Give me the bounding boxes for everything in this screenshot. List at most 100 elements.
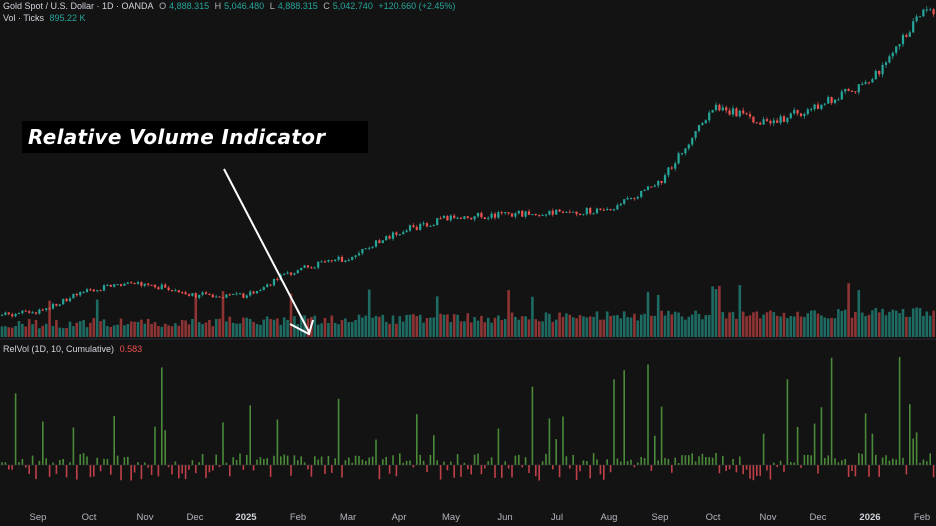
candle-body (238, 293, 242, 295)
candle-body (680, 153, 684, 155)
relvol-bar (759, 465, 761, 476)
candle-body (633, 197, 636, 199)
candle-body (643, 189, 646, 191)
candle-body (351, 256, 354, 260)
relvol-bar (52, 462, 54, 465)
candle-body (793, 110, 796, 114)
volume-bar (548, 313, 551, 337)
volume-bar (48, 300, 51, 337)
volume-bar (476, 320, 480, 337)
relvol-bar (174, 461, 177, 465)
relvol-bar (276, 419, 279, 465)
volume-bar (758, 318, 762, 337)
open-key: O (159, 1, 167, 11)
candle-body (497, 212, 500, 218)
relvol-bar (205, 465, 207, 479)
annotation-text: Relative Volume Indicator (28, 125, 326, 149)
relvol-bar (147, 465, 149, 468)
relvol-bar (830, 357, 833, 465)
x-tick-label: Nov (137, 512, 154, 523)
volume-bar (211, 326, 215, 337)
relvol-bar (518, 454, 520, 465)
relvol-bar (487, 461, 489, 465)
relvol-bar (422, 460, 425, 465)
candle-body (708, 112, 711, 121)
candle-body (816, 104, 820, 109)
relvol-bar (416, 414, 418, 465)
relvol-bar (861, 453, 863, 465)
volume-bar (415, 316, 419, 337)
relvol-bar (409, 460, 411, 465)
relvol-bar (596, 459, 598, 465)
relvol-bar (562, 416, 564, 465)
candle-body (75, 293, 78, 296)
volume-bar (282, 317, 286, 337)
volume-bar (639, 314, 643, 337)
candle-body (48, 308, 51, 310)
relvol-bar (18, 462, 20, 465)
candle-body (738, 110, 741, 117)
relvol-bar (756, 465, 758, 477)
relvol-bar (484, 465, 486, 469)
relvol-bar (419, 454, 421, 465)
change-value: +120.660 (+2.45%) (378, 1, 456, 11)
candle-body (480, 213, 483, 218)
relvol-bar (582, 460, 585, 465)
candle-body (439, 218, 442, 220)
relvol-bar (368, 457, 370, 465)
volume-bar (231, 322, 235, 337)
candle-body (755, 122, 758, 124)
volume-bar (857, 290, 861, 337)
relvol-bar (249, 405, 251, 465)
open-value: 4,888.315 (169, 1, 210, 11)
relvol-histogram (0, 357, 936, 481)
relvol-bar (375, 439, 377, 465)
relvol-bar (133, 465, 136, 473)
x-tick-label: Jun (497, 512, 512, 523)
candle-body (857, 84, 860, 93)
volume-bar (425, 318, 429, 337)
relvol-bar (225, 462, 228, 465)
volume-bar (809, 310, 813, 337)
relvol-bar (201, 453, 204, 465)
relvol-bar (38, 460, 41, 465)
candle-body (96, 290, 99, 292)
candle-body (58, 304, 61, 306)
relvol-bar (8, 465, 10, 470)
relvol-bar (351, 462, 353, 465)
candle-body (820, 104, 823, 109)
relvol-bar (616, 458, 619, 465)
candle-body (895, 46, 898, 53)
candle-body (684, 148, 687, 154)
relvol-bar (239, 453, 241, 465)
relvol-bar (691, 453, 693, 465)
volume-bar (731, 311, 735, 337)
relvol-bar (456, 454, 459, 465)
candle-body (694, 131, 697, 138)
volume-bar (803, 317, 806, 337)
volume-bar (905, 316, 908, 337)
relvol-bar (881, 457, 884, 465)
relvol-bar (728, 465, 731, 470)
volume-bar (524, 316, 527, 337)
candle-body (378, 240, 381, 244)
volume-bar (891, 309, 895, 337)
x-tick-label: Sep (652, 512, 669, 523)
relvol-bar (637, 462, 639, 465)
volume-bar (561, 316, 565, 337)
annotation-arrow (223, 168, 314, 336)
volume-bar (248, 318, 252, 337)
candle-body (211, 294, 214, 298)
candle-body (510, 213, 514, 217)
relvol-bar (76, 465, 78, 480)
candle-body (221, 297, 225, 299)
relvol-bar (35, 465, 37, 480)
candle-body (874, 70, 877, 80)
candle-body (374, 240, 378, 247)
candle-body (181, 292, 184, 294)
relvol-bar (439, 465, 442, 480)
relvol-bar (779, 460, 782, 465)
relvol-bar (62, 458, 64, 465)
candle-body (72, 293, 75, 299)
